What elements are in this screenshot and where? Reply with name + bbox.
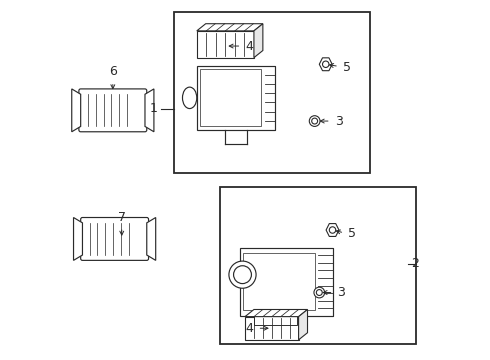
Polygon shape bbox=[74, 217, 82, 260]
Circle shape bbox=[234, 266, 251, 284]
Polygon shape bbox=[245, 310, 308, 317]
Bar bbox=[197, 31, 254, 58]
Circle shape bbox=[312, 118, 318, 124]
Polygon shape bbox=[254, 24, 263, 58]
Bar bbox=[245, 317, 298, 340]
Polygon shape bbox=[197, 24, 263, 31]
Bar bbox=[240, 248, 333, 316]
Text: 3: 3 bbox=[337, 286, 345, 299]
Circle shape bbox=[314, 287, 325, 298]
Text: 4: 4 bbox=[245, 40, 253, 53]
Bar bbox=[173, 12, 370, 173]
Circle shape bbox=[317, 289, 322, 296]
Polygon shape bbox=[72, 89, 81, 132]
FancyBboxPatch shape bbox=[79, 89, 147, 132]
Circle shape bbox=[329, 227, 336, 233]
Text: 1: 1 bbox=[149, 102, 157, 115]
Bar bbox=[220, 187, 416, 344]
Circle shape bbox=[229, 261, 256, 288]
Bar bbox=[200, 69, 261, 126]
Circle shape bbox=[322, 61, 329, 67]
Text: 5: 5 bbox=[343, 61, 350, 74]
Polygon shape bbox=[145, 89, 154, 132]
Bar bbox=[254, 316, 297, 325]
Polygon shape bbox=[319, 58, 332, 71]
Text: 4: 4 bbox=[245, 322, 253, 335]
Bar bbox=[197, 66, 275, 130]
Polygon shape bbox=[326, 224, 339, 237]
Polygon shape bbox=[147, 217, 156, 260]
Text: 6: 6 bbox=[109, 65, 117, 78]
FancyBboxPatch shape bbox=[81, 217, 148, 260]
Text: 3: 3 bbox=[335, 114, 343, 127]
Bar bbox=[243, 253, 315, 310]
Ellipse shape bbox=[182, 87, 197, 109]
Text: 7: 7 bbox=[118, 211, 126, 224]
Circle shape bbox=[309, 116, 320, 126]
Text: 5: 5 bbox=[347, 228, 356, 240]
Text: 2: 2 bbox=[411, 257, 419, 270]
Polygon shape bbox=[298, 310, 308, 340]
